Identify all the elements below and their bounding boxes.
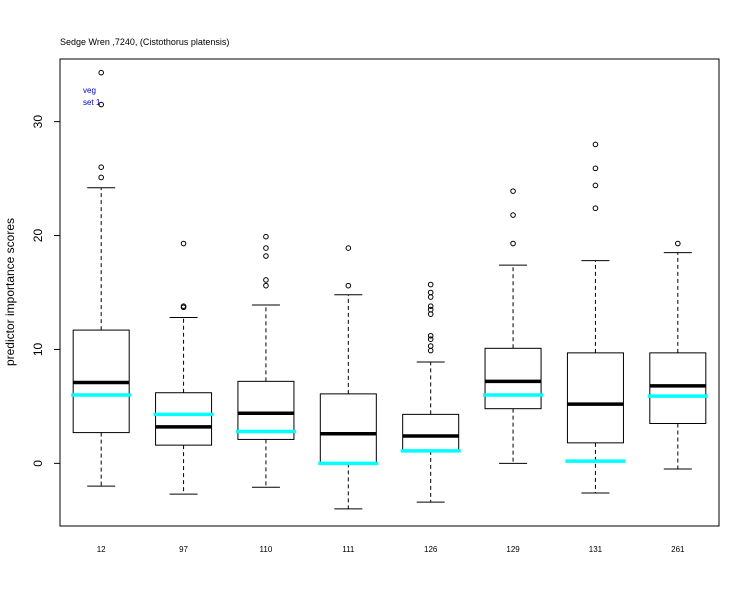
- x-tick-label: 12: [97, 545, 106, 554]
- y-tick-label: 0: [31, 460, 45, 467]
- iqr-box: [484, 347, 542, 410]
- box-group: [565, 141, 626, 494]
- outlier-point: [180, 240, 187, 247]
- box-group: [71, 69, 132, 487]
- x-tick-label: 131: [589, 545, 603, 554]
- outlier-point: [427, 294, 434, 300]
- outlier-point: [180, 303, 187, 309]
- outlier-point: [427, 281, 434, 288]
- annotation-set: set 1: [83, 98, 101, 107]
- box-group: [483, 188, 544, 464]
- box-group: [647, 240, 708, 470]
- box-group: [400, 281, 461, 503]
- outlier-point: [98, 174, 104, 181]
- outlier-point: [427, 303, 434, 309]
- y-tick-label: 30: [31, 115, 45, 129]
- y-tick-label: 10: [31, 342, 45, 356]
- outlier-point: [427, 306, 434, 313]
- x-axis: 12 97 110 111 126 129 131 261: [97, 545, 685, 554]
- outlier-point: [427, 336, 434, 343]
- y-axis-label: predictor importance scores: [3, 218, 17, 366]
- y-tick-label: 20: [31, 229, 45, 243]
- outlier-point: [592, 182, 599, 189]
- outlier-point: [510, 188, 516, 194]
- outlier-point: [263, 233, 269, 240]
- x-tick-label: 261: [671, 545, 685, 554]
- outlier-point: [263, 245, 269, 251]
- plot-frame: [59, 58, 720, 527]
- outlier-point: [345, 245, 352, 251]
- outlier-point: [427, 332, 434, 339]
- outlier-point: [427, 311, 434, 317]
- box-group: [153, 240, 214, 495]
- outlier-point: [98, 101, 104, 108]
- outlier-point: [263, 253, 269, 259]
- outlier-point: [263, 277, 269, 283]
- iqr-box: [155, 392, 213, 446]
- outlier-point: [263, 282, 269, 289]
- x-tick-label: 126: [424, 545, 438, 554]
- outlier-point: [427, 347, 434, 354]
- chart-title: Sedge Wren ,7240, (Cistothorus platensis…: [60, 37, 229, 47]
- x-tick-label: 97: [179, 545, 188, 554]
- outlier-point: [592, 165, 599, 172]
- outlier-point: [675, 240, 681, 247]
- iqr-box: [566, 352, 624, 444]
- iqr-box: [402, 413, 460, 452]
- outlier-point: [345, 282, 352, 289]
- x-tick-label: 110: [260, 545, 273, 554]
- x-tick-label: 129: [506, 545, 520, 554]
- iqr-box: [319, 393, 377, 464]
- y-axis: 0 10 20 30: [31, 115, 60, 467]
- outlier-point: [98, 164, 104, 171]
- box-group: [318, 245, 379, 510]
- outlier-point: [510, 212, 516, 218]
- outlier-point: [427, 343, 434, 349]
- outlier-point: [592, 141, 599, 148]
- outlier-point: [427, 289, 434, 296]
- outlier-point: [98, 69, 104, 76]
- x-tick-label: 111: [342, 545, 355, 554]
- annotation-veg: veg: [83, 86, 96, 95]
- iqr-box: [649, 352, 707, 424]
- outlier-point: [510, 240, 516, 247]
- box-group: [235, 233, 296, 488]
- boxes-layer: [71, 69, 708, 510]
- outlier-point: [592, 205, 599, 212]
